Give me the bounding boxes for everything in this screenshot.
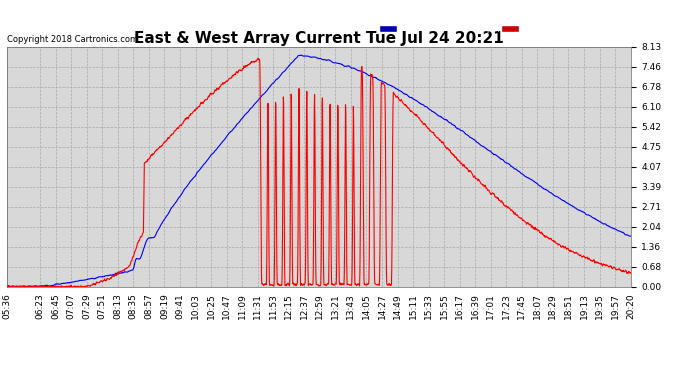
- Title: East & West Array Current Tue Jul 24 20:21: East & West Array Current Tue Jul 24 20:…: [135, 31, 504, 46]
- Legend: East Array  (DC Amps), West Array  (DC Amps): East Array (DC Amps), West Array (DC Amp…: [377, 22, 627, 35]
- Text: Copyright 2018 Cartronics.com: Copyright 2018 Cartronics.com: [7, 36, 138, 45]
